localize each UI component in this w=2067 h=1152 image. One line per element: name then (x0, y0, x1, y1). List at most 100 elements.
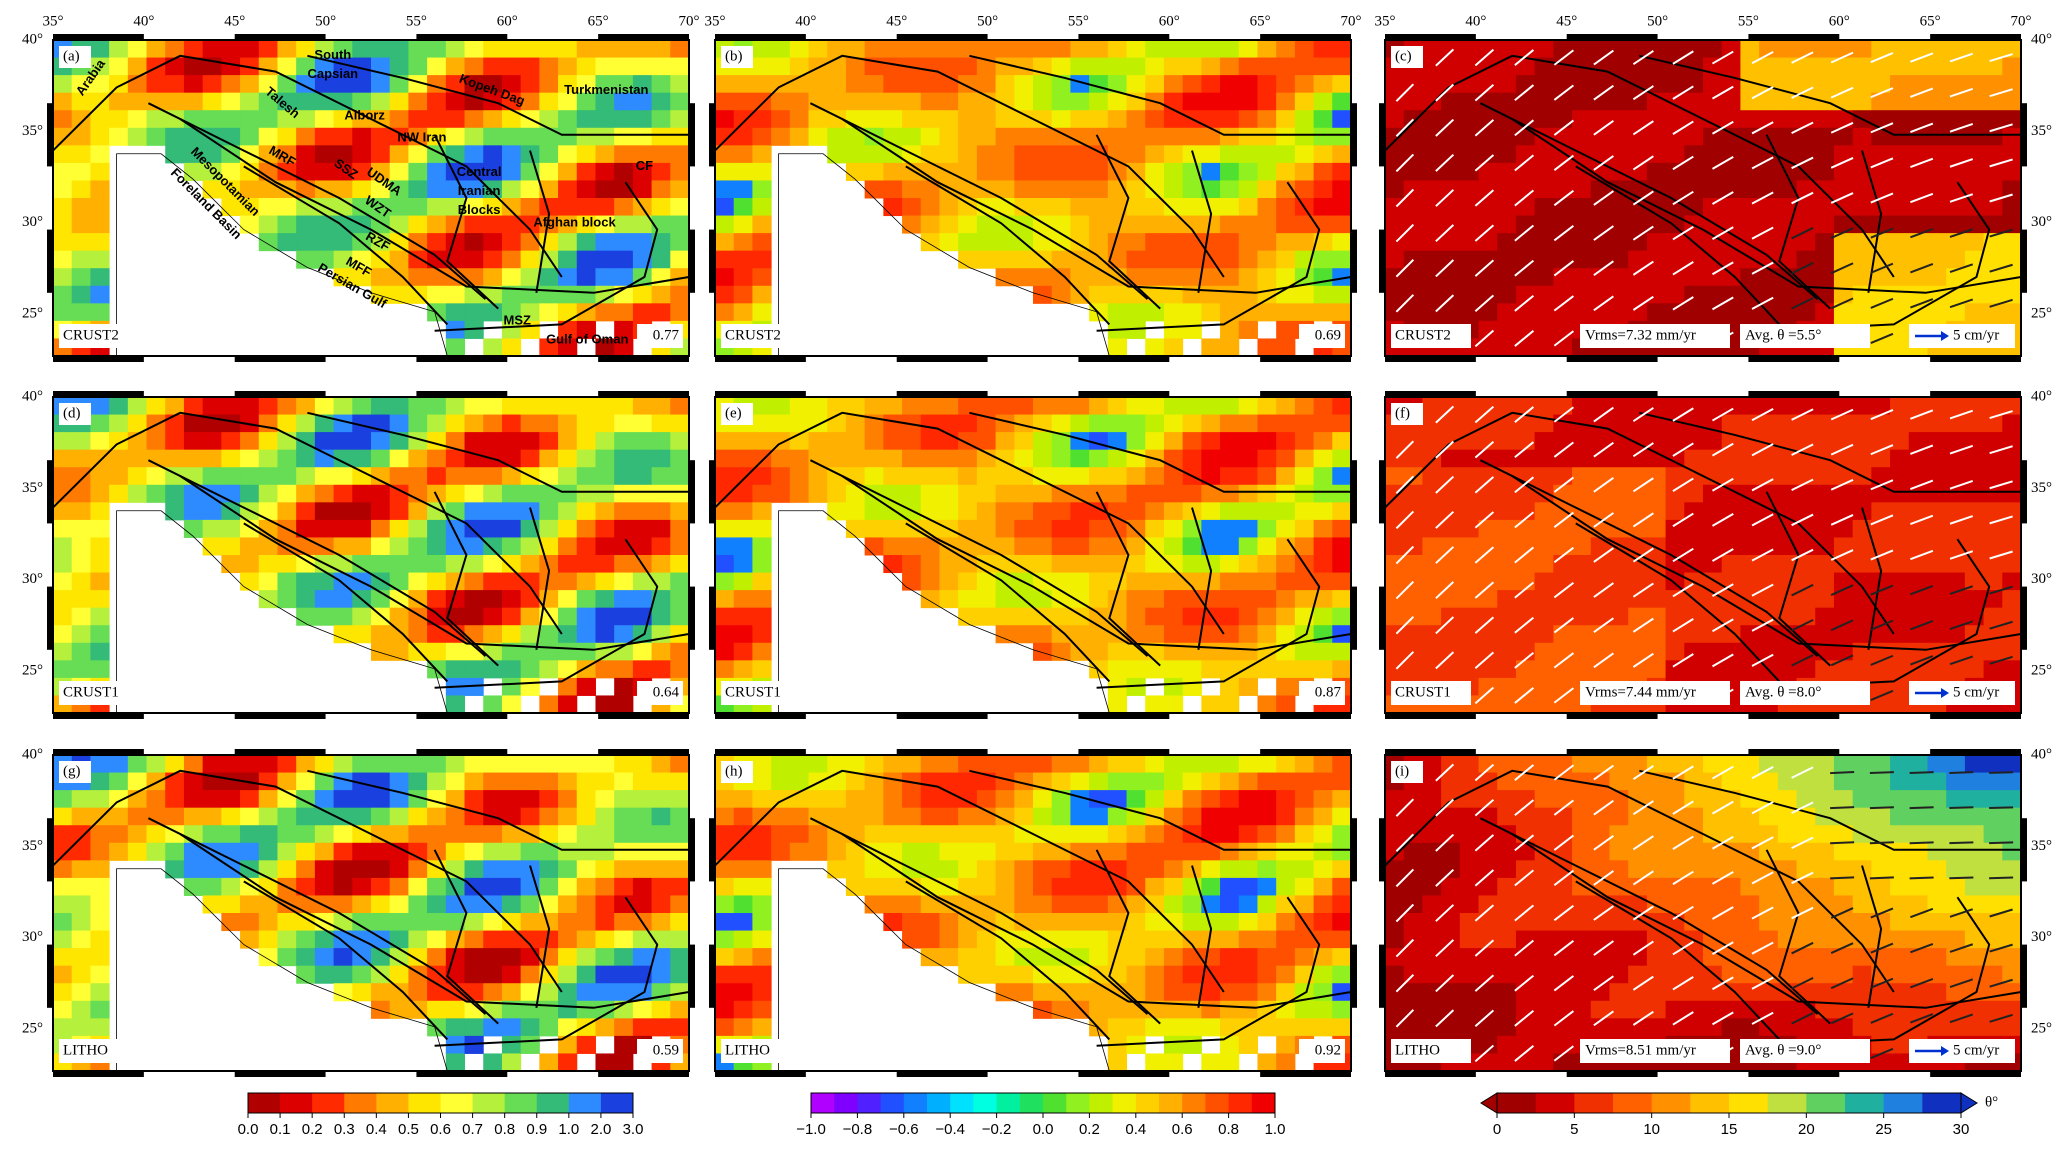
map-cell (408, 268, 428, 287)
velocity-arrow (1553, 687, 1575, 704)
map-cell (1238, 555, 1258, 574)
map-cell (1890, 607, 1910, 626)
map-cell (1313, 127, 1333, 146)
map-cell (501, 572, 522, 591)
map-cell (1238, 607, 1258, 626)
map-cell (389, 397, 409, 416)
fault-line (969, 769, 1351, 851)
map-cell (1257, 250, 1277, 269)
map-cell (1441, 75, 1461, 94)
map-cell (595, 660, 615, 679)
map-cell (520, 537, 540, 556)
region-label: CF (636, 158, 653, 173)
frame-segment (1566, 356, 1658, 362)
map-cell (595, 625, 615, 644)
map-cell (733, 75, 753, 94)
map-cell (1182, 180, 1202, 199)
longitude-tick-label: 45° (224, 13, 245, 29)
map-cell (715, 572, 735, 591)
map-cell (1515, 92, 1536, 111)
map-cell (1145, 338, 1165, 357)
velocity-arrow (1711, 477, 1734, 492)
map-cell (520, 895, 540, 914)
map-cell (1459, 755, 1480, 774)
map-cell (1014, 842, 1034, 861)
map-cell (614, 755, 634, 774)
map-cell (1422, 825, 1442, 844)
frame-segment (1260, 356, 1351, 362)
map-cell (1313, 303, 1333, 322)
map-cell (1515, 913, 1536, 932)
velocity-arrow (1989, 410, 2013, 419)
map-cell (733, 930, 753, 949)
map-cell (771, 467, 791, 486)
velocity-arrow (1870, 689, 1894, 701)
velocity-arrow (1514, 616, 1535, 634)
map-cell (90, 233, 110, 252)
velocity-arrow (1395, 294, 1415, 313)
map-cell (1051, 755, 1071, 774)
velocity-arrow (1791, 86, 1814, 99)
map-cell (483, 75, 503, 94)
map-cell (1459, 449, 1480, 468)
map-cell (1163, 40, 1184, 59)
map-cell (1983, 233, 2003, 252)
velocity-arrow (1830, 443, 1854, 456)
map-cell (408, 930, 428, 949)
latitude-tick-label: 40° (2031, 388, 2052, 404)
map-cell (464, 320, 484, 339)
map-cell (1871, 57, 1891, 76)
map-cell (614, 555, 634, 574)
map-cell (1927, 127, 1947, 146)
map-cell (789, 40, 810, 59)
map-cell (71, 913, 91, 932)
map-cell (1313, 1018, 1333, 1037)
velocity-arrow (1672, 477, 1694, 492)
map-cell (221, 825, 241, 844)
map-cell (1665, 502, 1685, 521)
map-cell (1478, 320, 1498, 339)
map-cell (752, 233, 772, 252)
map-cell (520, 572, 540, 591)
map-cell (1276, 572, 1296, 591)
frame-segment (2021, 586, 2027, 650)
map-cell (1182, 842, 1202, 861)
velocity-arrow (1514, 406, 1535, 423)
map-cell (1572, 825, 1592, 844)
map-cell (1777, 397, 1798, 416)
map-cell (277, 414, 297, 433)
map-cell (1553, 772, 1573, 791)
map-cell (1070, 537, 1090, 556)
map-cell (1051, 607, 1071, 626)
map-cell (883, 110, 903, 129)
map-cell (1534, 1018, 1554, 1037)
map-cell (1665, 432, 1685, 451)
map-cell (1478, 180, 1498, 199)
map-cell (1070, 948, 1090, 967)
map-cell (1145, 772, 1165, 791)
frame-segment (47, 818, 53, 882)
map-cell (752, 825, 772, 844)
map-cell (202, 432, 222, 451)
map-cell (483, 825, 503, 844)
map-cell (2002, 180, 2022, 199)
map-cell (408, 895, 428, 914)
map-cell (427, 555, 447, 574)
velocity-arrow (1791, 513, 1814, 527)
map-cell (1890, 162, 1910, 181)
map-cell (1553, 807, 1573, 826)
map-cell (1646, 303, 1667, 322)
map-cell (1946, 250, 1966, 269)
velocity-arrow (1435, 224, 1455, 243)
map-cell (595, 484, 615, 503)
map-cell (771, 772, 791, 791)
map-cell (558, 467, 578, 486)
map-panel: (c)CRUST2 Vrms=7.32 mm/yr Avg. θ =5.5° 5 cm… (1375, 13, 2052, 362)
map-cell (483, 162, 503, 181)
map-cell (1182, 397, 1202, 416)
velocity-arrow (1949, 409, 1974, 420)
map-cell (501, 75, 522, 94)
map-cell (883, 467, 903, 486)
map-cell (1908, 57, 1928, 76)
